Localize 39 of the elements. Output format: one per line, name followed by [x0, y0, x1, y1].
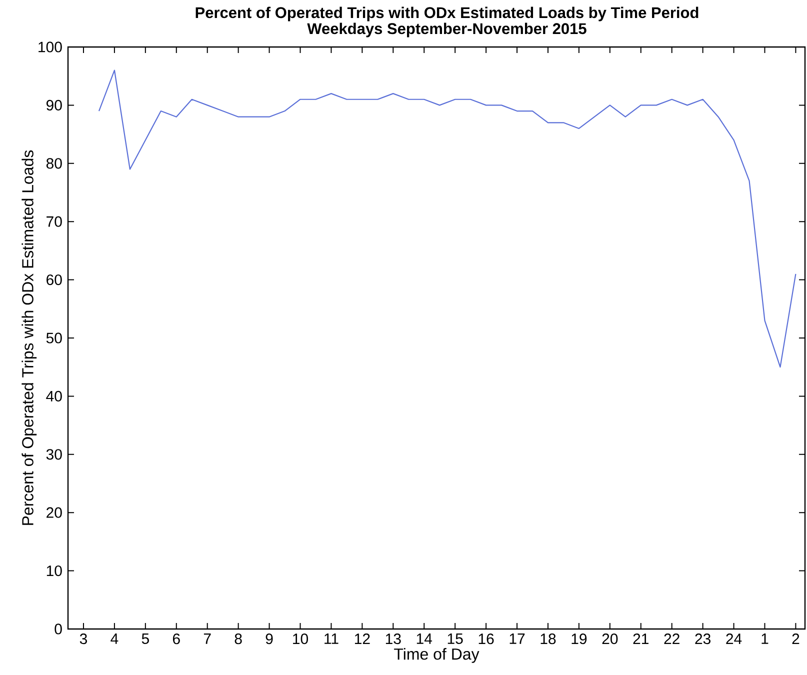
- x-tick-label: 7: [204, 634, 211, 644]
- x-tick-label: 23: [695, 634, 710, 644]
- x-tick-label: 2: [792, 634, 800, 644]
- x-tick-label: 24: [726, 634, 742, 644]
- x-tick-label: 17: [510, 634, 525, 644]
- y-tick-label: 50: [46, 332, 62, 344]
- x-tick-label: 22: [664, 634, 680, 644]
- x-tick-label: 3: [80, 634, 88, 644]
- x-tick-label: 10: [293, 634, 308, 644]
- x-tick-label: 4: [110, 634, 118, 644]
- x-tick-label: 15: [448, 634, 463, 644]
- x-tick-label: 16: [478, 634, 494, 644]
- x-tick-label: 13: [386, 634, 401, 644]
- y-tick-label: 100: [38, 42, 62, 52]
- y-tick-label: 30: [46, 449, 62, 460]
- x-axis-title: Time of Day: [394, 648, 480, 663]
- chart-title: Percent of Operated Trips with ODx Estimated Loads by Time Period: [196, 6, 698, 22]
- x-tick-label: 18: [540, 634, 556, 644]
- x-tick-label: 1: [762, 634, 768, 644]
- x-tick-label: 5: [142, 634, 149, 644]
- y-tick-label: 40: [46, 390, 62, 402]
- x-tick-label: 8: [234, 634, 242, 644]
- y-tick-label: 0: [54, 624, 62, 634]
- x-tick-label: 21: [633, 634, 648, 644]
- chart-subtitle: Weekdays September-November 2015: [307, 22, 586, 38]
- y-tick-label: 90: [46, 100, 62, 110]
- y-tick-label: 70: [46, 216, 62, 227]
- x-tick-label: 9: [266, 634, 273, 644]
- y-tick-label: 80: [46, 158, 62, 169]
- x-tick-label: 6: [172, 634, 180, 644]
- y-tick-label: 10: [46, 565, 62, 576]
- y-tick-label: 60: [46, 274, 62, 286]
- x-tick-label: 11: [324, 634, 338, 644]
- y-tick-label: 20: [46, 507, 62, 518]
- x-tick-label: 20: [602, 634, 618, 644]
- y-axis-title: Percent of Operated Trips with ODx Estimated Loads: [22, 150, 37, 525]
- x-tick-label: 19: [572, 634, 587, 644]
- x-tick-label: 12: [354, 634, 370, 644]
- x-tick-label: 14: [416, 634, 432, 644]
